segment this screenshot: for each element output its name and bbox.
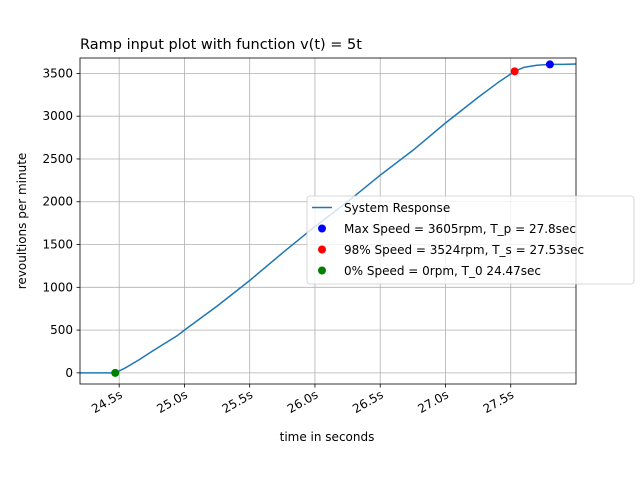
legend-label: 98% Speed = 3524rpm, T_s = 27.53sec bbox=[344, 243, 584, 257]
legend-swatch-marker bbox=[318, 266, 326, 275]
y-tick-label: 2500 bbox=[42, 152, 73, 166]
legend-label: Max Speed = 3605rpm, T_p = 27.8sec bbox=[344, 222, 576, 236]
y-axis-ticks: 0 500 1000 1500 2000 2500 3000 3500 bbox=[42, 66, 80, 380]
y-axis-title: revoultions per minute bbox=[15, 153, 29, 290]
legend-swatch-marker bbox=[318, 245, 326, 254]
y-tick-label: 1000 bbox=[42, 280, 73, 294]
chart-title: Ramp input plot with function v(t) = 5t bbox=[80, 37, 362, 53]
marker-layer bbox=[111, 60, 554, 377]
y-tick-label: 3000 bbox=[42, 109, 73, 123]
legend-label: System Response bbox=[344, 201, 450, 215]
annotation-point-2 bbox=[111, 368, 120, 377]
y-tick-label: 0 bbox=[65, 366, 73, 380]
annotation-point-1 bbox=[510, 67, 519, 76]
y-tick-label: 500 bbox=[50, 323, 73, 337]
legend: System Response Max Speed = 3605rpm, T_p … bbox=[306, 195, 635, 285]
legend-label: 0% Speed = 0rpm, T_0 24.47sec bbox=[344, 264, 541, 278]
y-tick-label: 1500 bbox=[42, 238, 73, 252]
y-tick-label: 3500 bbox=[42, 66, 73, 80]
legend-swatch-marker bbox=[318, 224, 326, 233]
legend-box bbox=[306, 195, 635, 285]
x-axis-title: time in seconds bbox=[280, 430, 375, 444]
y-tick-label: 2000 bbox=[42, 195, 73, 209]
annotation-point-0 bbox=[545, 60, 554, 69]
